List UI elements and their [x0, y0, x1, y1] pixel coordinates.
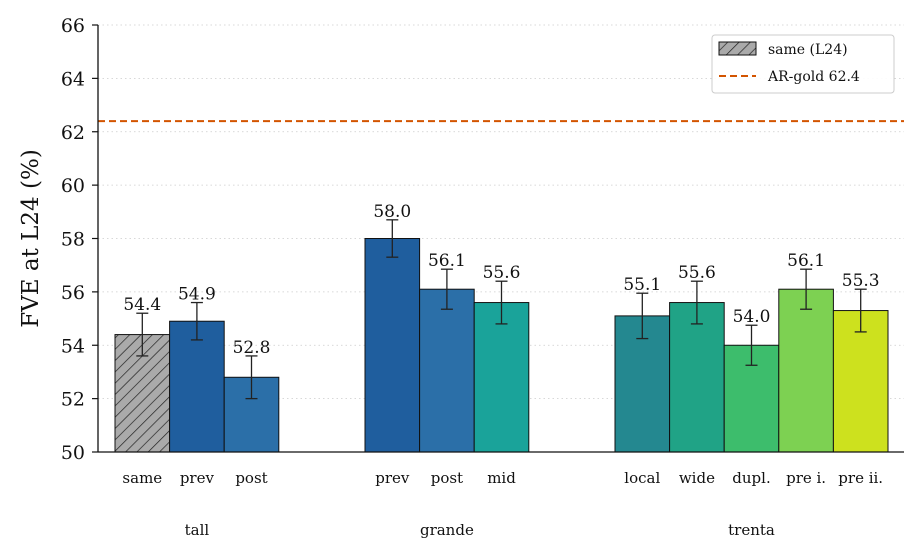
value-label: 54.4: [123, 295, 161, 315]
y-tick-label: 56: [61, 282, 85, 304]
y-axis-label: FVE at L24 (%): [18, 149, 44, 328]
bar-tall-prev: [169, 320, 225, 453]
y-tick-label: 62: [61, 122, 85, 144]
y-tick-label: 64: [61, 68, 85, 90]
legend-box: [711, 34, 895, 94]
y-tick-label: 58: [61, 229, 85, 251]
y-tick-label: 50: [61, 442, 85, 464]
value-label: 54.0: [733, 307, 771, 327]
y-tick-label: 60: [61, 175, 85, 197]
value-label: 52.8: [233, 338, 271, 358]
y-tick-label: 66: [61, 15, 85, 37]
bar-trenta-pre-ii: [832, 310, 889, 453]
group-label: tall: [185, 521, 210, 539]
category-label: local: [624, 469, 660, 487]
category-label: mid: [487, 469, 516, 487]
category-label: pre ii.: [838, 469, 883, 487]
category-label: prev: [180, 469, 215, 487]
group-label: trenta: [728, 521, 775, 539]
bar-grande-prev: [364, 238, 421, 453]
value-label: 56.1: [787, 251, 825, 271]
category-label: post: [235, 469, 267, 487]
value-label: 56.1: [428, 251, 466, 271]
category-label: post: [431, 469, 463, 487]
value-label: 54.9: [178, 285, 216, 305]
bar-grande-mid: [473, 302, 530, 453]
category-label: prev: [375, 469, 410, 487]
category-label: pre i.: [786, 469, 826, 487]
bar-grande-post: [419, 288, 475, 453]
value-label: 55.6: [678, 263, 716, 283]
y-tick-label: 54: [61, 335, 85, 357]
bar-trenta-wide: [669, 302, 725, 453]
axes: [92, 24, 904, 453]
legend-label: AR-gold 62.4: [767, 69, 860, 85]
y-tick-label: 52: [61, 389, 85, 411]
value-label: 55.1: [623, 275, 661, 295]
legend-label: same (L24): [768, 42, 848, 58]
legend-swatch-hatched: [718, 41, 757, 56]
bar-trenta-pre-i: [778, 288, 834, 453]
group-label: grande: [420, 521, 474, 539]
value-label: 55.3: [842, 271, 880, 291]
category-label: wide: [679, 469, 715, 487]
labels: 50 52 54 56 58 60 62 64 66 54.4 same 54.9 prev 52.8 po…: [18, 15, 883, 539]
value-label: 58.0: [373, 202, 411, 222]
legend: same (L24) AR-gold 62.4: [711, 34, 895, 94]
bars: [114, 219, 889, 453]
category-label: dupl.: [732, 469, 770, 487]
value-label: 55.6: [483, 263, 521, 283]
category-label: same: [122, 469, 162, 487]
